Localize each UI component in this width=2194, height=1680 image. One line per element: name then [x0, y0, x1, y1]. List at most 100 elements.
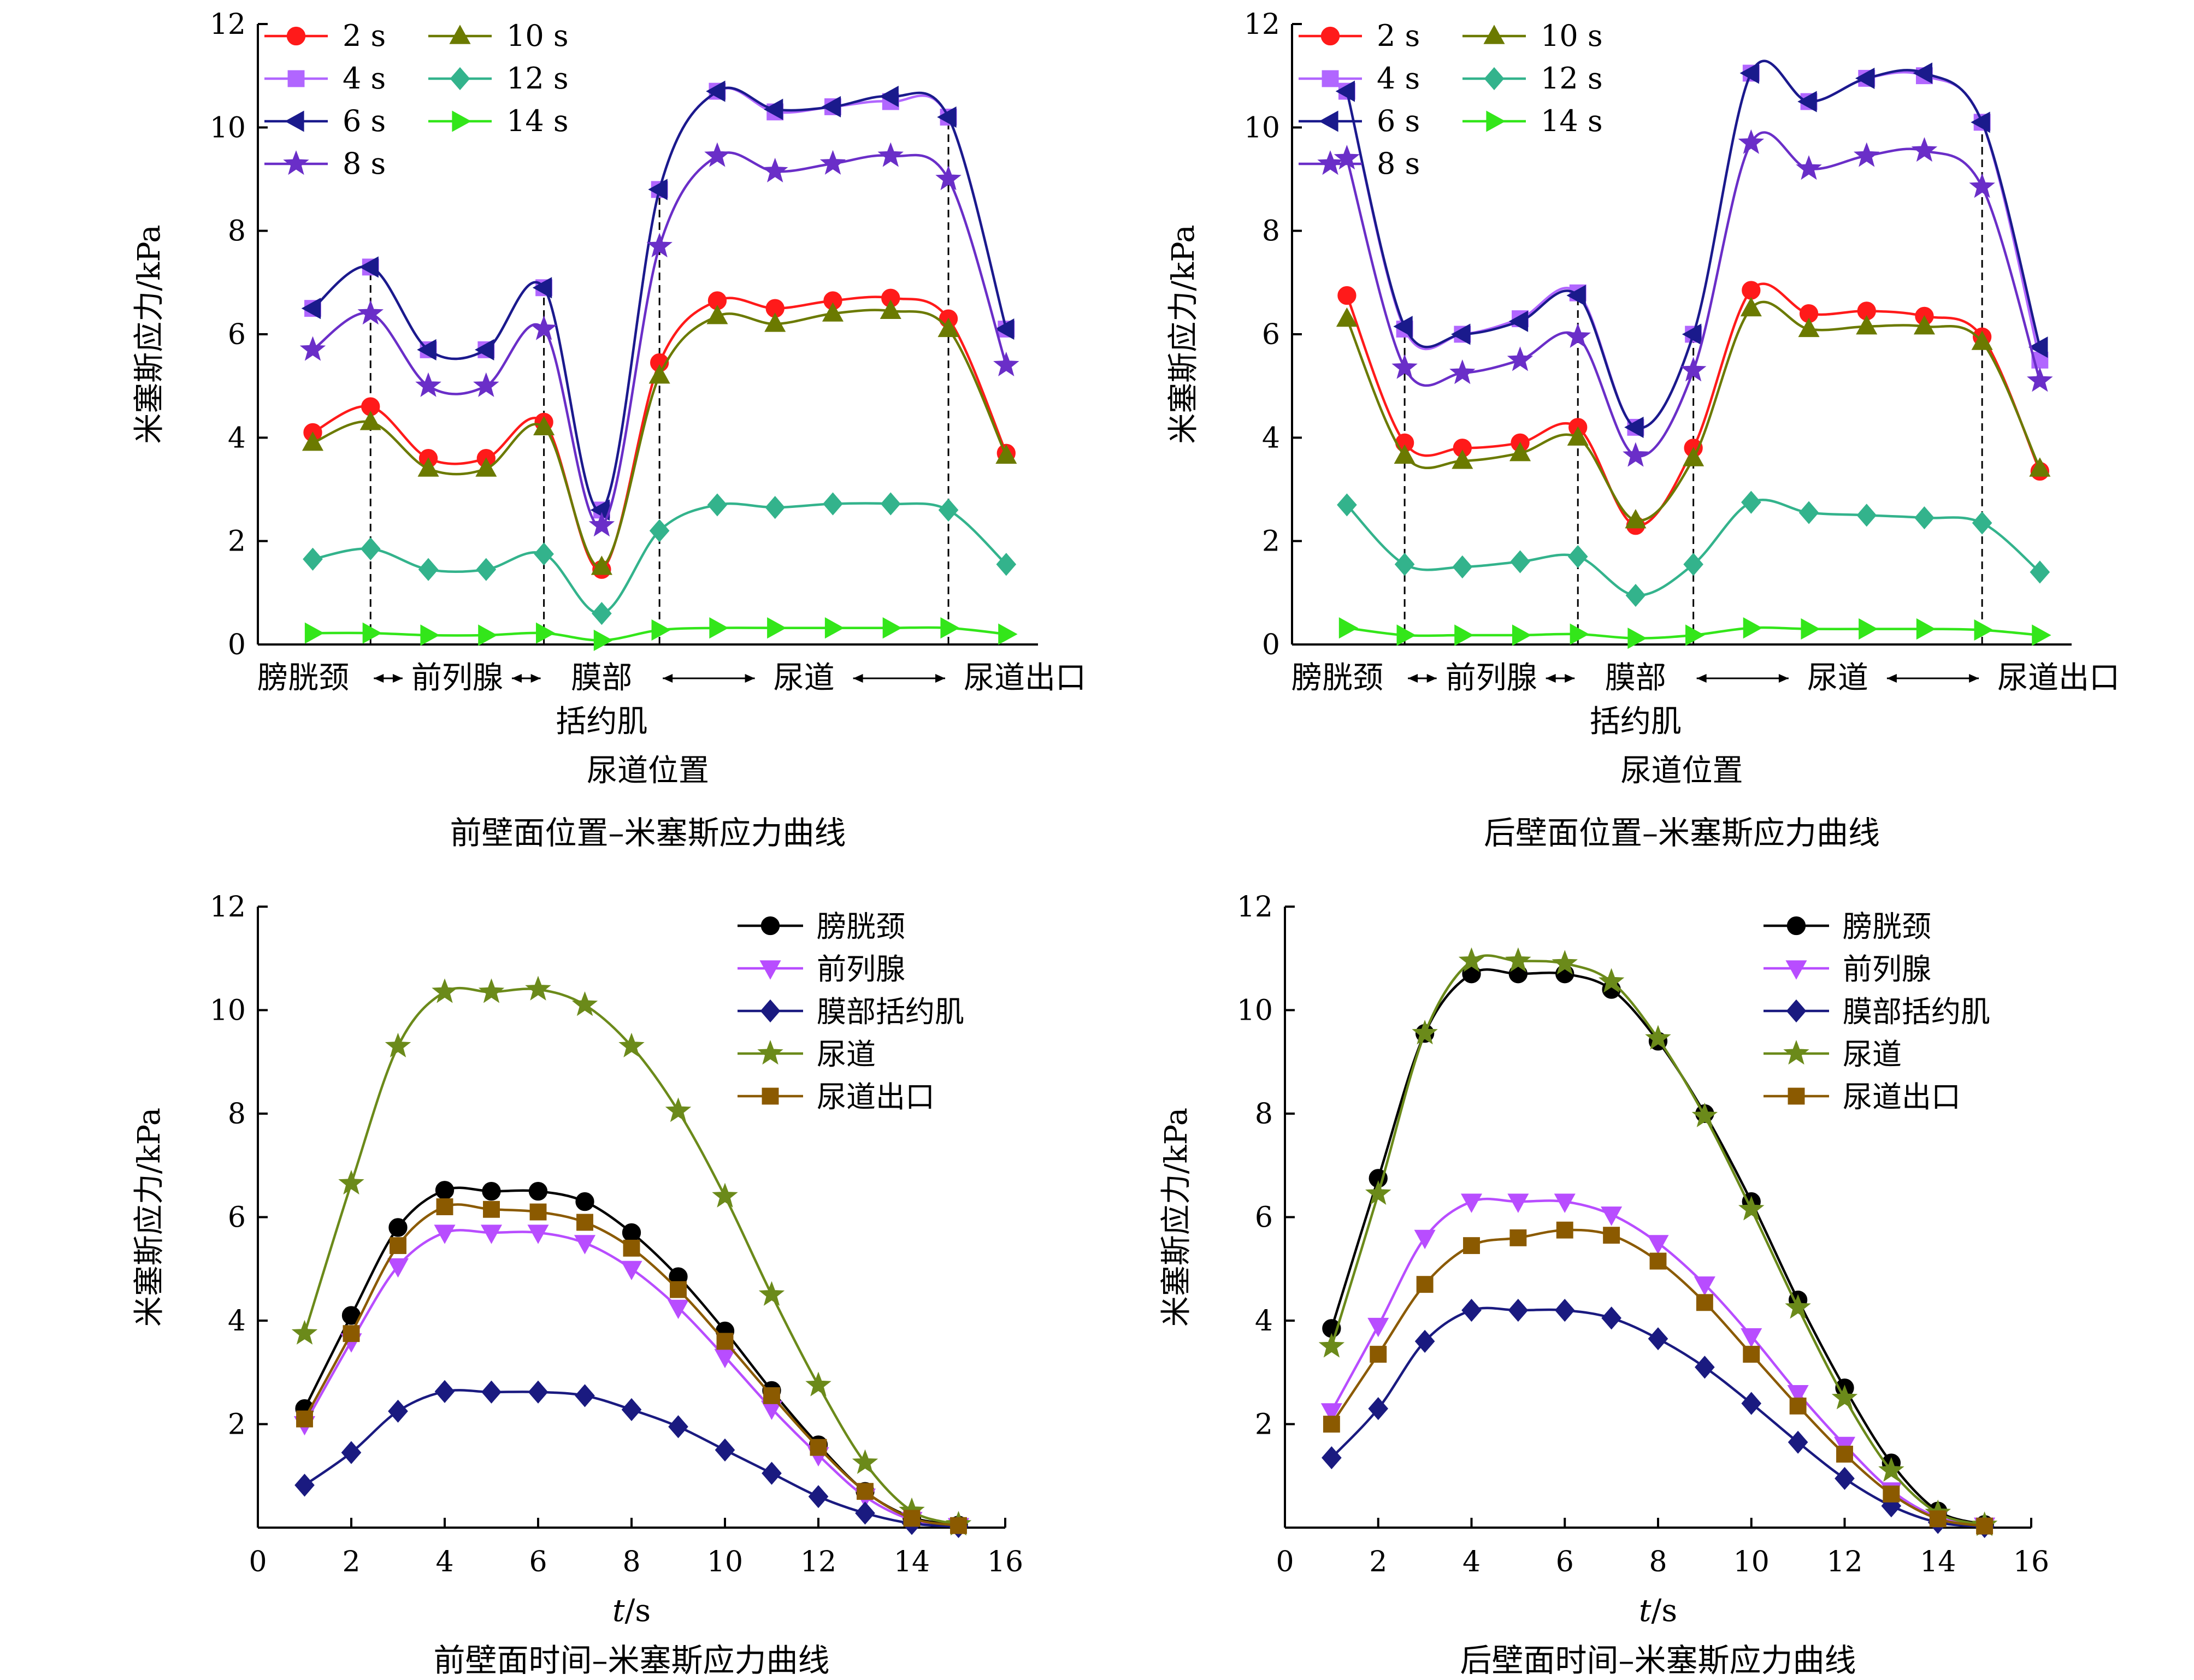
data-point [1694, 1276, 1715, 1296]
x-axis-label: 尿道位置 [1621, 753, 1743, 789]
data-point [1741, 1328, 1762, 1348]
data-point [707, 493, 728, 517]
chart-panel-1: 0 2 4 6 8 10 12 米塞斯应力/kPa 膀胱颈 前列腺 膜部括约肌 尿道 尿道出口尿道位置前… [132, 8, 1086, 851]
y-tick-label: 12 [210, 891, 246, 924]
region-arrowhead [745, 674, 755, 683]
data-point [1929, 1510, 1947, 1528]
data-point [1336, 307, 1358, 327]
data-point [1742, 281, 1761, 300]
data-point [1691, 1102, 1718, 1127]
series-8s [299, 142, 1019, 537]
data-point [765, 496, 786, 519]
chart-title: 前壁面时间–米塞斯应力曲线 [433, 1642, 829, 1679]
data-point [436, 1198, 453, 1216]
region-label: 尿道 [774, 660, 835, 696]
legend-swatch-marker [1788, 1087, 1805, 1105]
data-point [1647, 1235, 1669, 1255]
region-arrowhead [663, 674, 673, 683]
x-tick-label: 16 [2013, 1546, 2049, 1578]
legend-item: 2 s [264, 19, 386, 53]
data-point [481, 1380, 502, 1404]
region-arrowhead [935, 674, 946, 683]
data-point [432, 978, 458, 1003]
y-tick-label: 6 [1255, 1202, 1273, 1234]
data-point [1394, 553, 1415, 576]
data-point [360, 537, 381, 560]
data-point [2028, 336, 2048, 358]
data-point [592, 602, 612, 625]
data-point [764, 312, 786, 332]
data-point [387, 1258, 409, 1278]
y-tick-label: 8 [1262, 215, 1280, 248]
region-label: 前列腺 [1446, 660, 1537, 696]
region-label: 括约肌 [556, 704, 647, 740]
legend-item: 10 s [1462, 19, 1603, 53]
y-tick-label: 6 [228, 1202, 246, 1234]
data-point [880, 492, 901, 516]
series-line [1346, 131, 2042, 458]
y-tick-label: 10 [210, 111, 246, 144]
y-tick-label: 10 [210, 995, 246, 1027]
data-point [390, 1237, 406, 1255]
legend-item: 膜部括约肌 [738, 995, 964, 1029]
data-point [1458, 947, 1485, 972]
legend-label: 6 s [343, 104, 386, 138]
data-point [668, 1415, 688, 1439]
y-tick-label: 2 [1262, 525, 1280, 558]
y-tick-label: 4 [228, 422, 246, 454]
legend-swatch-marker [1319, 110, 1338, 132]
data-point [530, 315, 557, 340]
data-point [1412, 1020, 1438, 1045]
data-point [762, 1462, 782, 1485]
legend-label: 14 s [506, 104, 569, 138]
data-point [1322, 1446, 1342, 1470]
data-point [762, 157, 788, 183]
data-point [291, 1320, 318, 1345]
data-point [1796, 155, 1822, 180]
y-tick-label: 12 [210, 8, 246, 41]
region-arrowhead [374, 674, 384, 683]
data-point [1368, 1397, 1389, 1421]
data-point [855, 1501, 875, 1525]
legend-label: 2 s [1377, 19, 1420, 53]
series-line [1330, 1228, 1985, 1528]
y-tick-label: 8 [228, 215, 246, 248]
x-tick-label: 10 [707, 1546, 743, 1578]
data-point [1855, 67, 1875, 89]
data-point [1738, 129, 1765, 154]
data-point [1683, 553, 1703, 576]
series-膀胱颈 [295, 1181, 968, 1535]
region-arrowhead [1408, 674, 1418, 683]
legend-item: 4 s [1299, 61, 1420, 96]
data-point [1460, 1193, 1483, 1213]
data-point [621, 1261, 642, 1281]
data-point [476, 558, 497, 581]
data-point [1787, 1385, 1809, 1405]
y-tick-label: 2 [228, 1409, 246, 1441]
data-point [879, 85, 899, 108]
legend-label: 尿道 [817, 1037, 876, 1072]
x-tick-label: 10 [1733, 1546, 1770, 1578]
data-point [1883, 1485, 1900, 1502]
data-point [1394, 444, 1416, 464]
data-point [1554, 1298, 1575, 1322]
data-point [1461, 1298, 1482, 1322]
data-point [706, 305, 728, 324]
data-point [1318, 1333, 1345, 1358]
data-point [824, 617, 845, 639]
legend-swatch-marker [1486, 110, 1506, 132]
data-point [648, 364, 670, 384]
region-label: 膜部 [571, 660, 632, 696]
data-point [1739, 62, 1759, 84]
y-tick-label: 0 [1262, 629, 1280, 661]
data-point [1505, 947, 1531, 972]
data-point [1738, 1196, 1765, 1221]
data-point [1452, 555, 1473, 579]
data-point [882, 617, 903, 639]
data-point [1414, 1329, 1435, 1353]
data-point [823, 492, 843, 516]
data-point [1452, 449, 1473, 469]
legend-label: 前列腺 [1843, 952, 1931, 986]
data-point [880, 299, 901, 319]
legend-swatch-marker [286, 26, 306, 46]
